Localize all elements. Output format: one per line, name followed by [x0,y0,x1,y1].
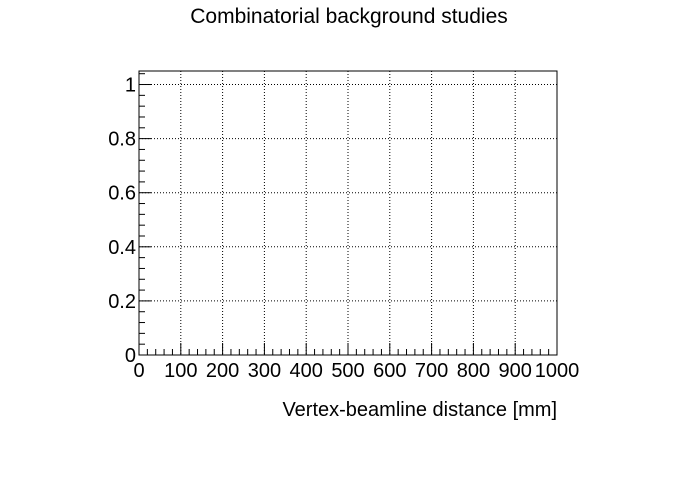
x-tick-label: 700 [415,360,448,382]
y-tick-label: 0.2 [108,291,136,313]
y-tick-label: 0 [125,345,136,367]
grid-layer [139,71,557,355]
x-tick-label: 800 [457,360,490,382]
ticks-layer [139,74,557,355]
y-tick-label: 0.8 [108,129,136,151]
x-tick-label: 300 [248,360,281,382]
x-tick-label: 600 [373,360,406,382]
x-axis-label: Vertex-beamline distance [mm] [282,399,557,421]
y-tick-labels: 0 0.2 0.4 0.6 0.8 1 [108,75,136,367]
x-tick-label: 1000 [535,360,580,382]
x-tick-label: 100 [164,360,197,382]
y-tick-label: 1 [125,75,136,97]
chart-title: Combinatorial background studies [190,5,508,28]
x-tick-label: 900 [499,360,532,382]
x-tick-label: 400 [290,360,323,382]
x-tick-label: 500 [331,360,364,382]
y-tick-label: 0.6 [108,183,136,205]
y-tick-label: 0.4 [108,237,136,259]
x-tick-labels: 0 100 200 300 400 500 600 700 800 900 1000 [133,360,579,382]
x-tick-label: 200 [206,360,239,382]
